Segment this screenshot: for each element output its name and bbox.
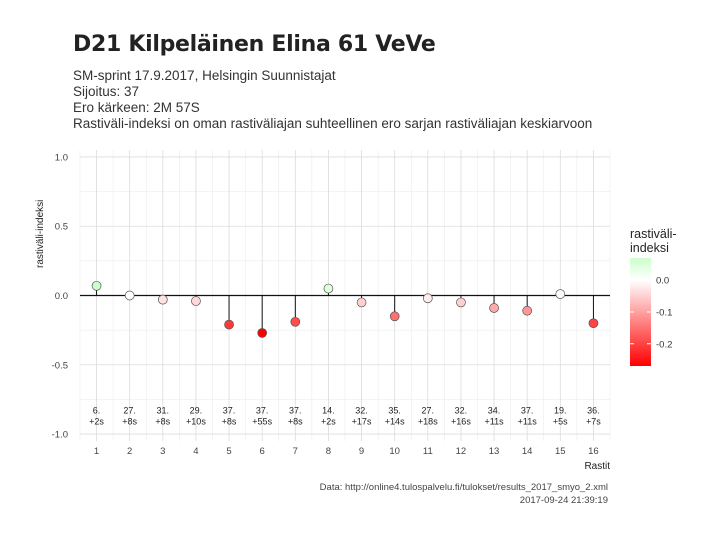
legend-tick-label: -0.1 [656,308,672,319]
rank-label: 34. [488,405,501,415]
diff-label: +11s [485,416,505,426]
timestamp-caption: 2017-09-24 21:39:19 [519,495,608,506]
rank-label: 37. [223,405,236,415]
data-point [323,283,334,294]
rank-label: 27. [422,405,435,415]
rank-label: 32. [355,405,368,415]
rank-label: 6. [93,405,101,415]
rank-label: 19. [554,405,567,415]
diff-label: +2s [321,416,336,426]
diff-label: +10s [186,416,206,426]
rank-label: 36. [587,405,600,415]
rank-label: 37. [256,405,269,415]
data-point [489,303,499,313]
diff-label: +8s [155,416,170,426]
x-tick-label: 8 [326,446,331,457]
subtitle-event: SM-sprint 17.9.2017, Helsingin Suunnista… [73,68,336,83]
legend-tick-label: -0.2 [656,339,672,350]
x-tick-label: 3 [160,446,165,457]
diff-label: +8s [122,416,137,426]
data-point [555,289,566,299]
rank-label: 37. [289,405,302,415]
data-point [422,293,433,304]
diff-label: +17s [352,416,372,426]
x-tick-label: 5 [226,446,231,457]
rank-label: 29. [190,405,203,415]
x-tick-label: 1 [94,446,99,457]
data-point [588,318,599,329]
x-tick-label: 7 [293,446,298,457]
x-tick-label: 14 [522,446,533,457]
legend-tick-label: 0.0 [656,276,669,287]
rank-label: 27. [123,405,136,415]
diff-label: +16s [451,416,471,426]
y-axis-title: rastiväli-indeksi [35,200,46,268]
diff-label: +5s [553,416,568,426]
x-tick-label: 6 [260,446,265,457]
x-tick-label: 11 [423,446,433,457]
diff-label: +14s [385,416,405,426]
data-point [157,294,168,305]
diff-label: +8s [222,416,237,426]
data-point [257,328,268,338]
rank-label: 32. [455,405,468,415]
diff-label: +2s [89,416,104,426]
x-tick-label: 2 [127,446,132,457]
x-tick-label: 15 [555,446,566,457]
diff-label: +7s [586,416,601,426]
data-point [389,311,400,322]
rank-label: 31. [157,405,170,415]
rank-label: 35. [388,405,401,415]
data-point [456,297,466,308]
x-tick-label: 4 [193,446,198,457]
x-tick-label: 16 [588,446,599,457]
data-point [290,316,301,327]
y-tick-label: 0.5 [55,222,68,233]
data-point [91,280,102,291]
diff-label: +11s [518,416,538,426]
legend-title-line1: rastiväli- [630,227,677,241]
y-tick-label: -1.0 [52,430,68,441]
x-tick-label: 9 [359,446,364,457]
x-tick-label: 13 [489,446,500,457]
data-point [356,297,367,308]
diff-label: +18s [418,416,438,426]
subtitle-description: Rastiväli-indeksi on oman rastiväliajan … [73,116,593,131]
diff-label: +55s [252,416,272,426]
diff-label: +8s [288,416,303,426]
data-source-caption: Data: http://online4.tulospalvelu.fi/tul… [319,482,608,493]
rank-label: 14. [322,405,335,415]
subtitle-gap: Ero kärkeen: 2M 57S [73,100,200,115]
data-point [224,319,234,330]
rank-label: 37. [521,405,534,415]
y-tick-label: 1.0 [55,152,68,163]
x-axis-title: Rastit [584,461,610,472]
data-point [124,290,135,301]
subtitle-rank: Sijoitus: 37 [73,84,140,99]
y-tick-label: 0.0 [55,291,68,302]
x-tick-label: 12 [456,446,467,457]
y-tick-label: -0.5 [52,360,68,371]
x-tick-label: 10 [389,446,400,457]
data-point [522,305,533,316]
chart-title: D21 Kilpeläinen Elina 61 VeVe [73,32,436,57]
data-point [191,296,201,306]
legend-title-line2: indeksi [630,241,669,255]
legend-color-bar [630,258,651,366]
